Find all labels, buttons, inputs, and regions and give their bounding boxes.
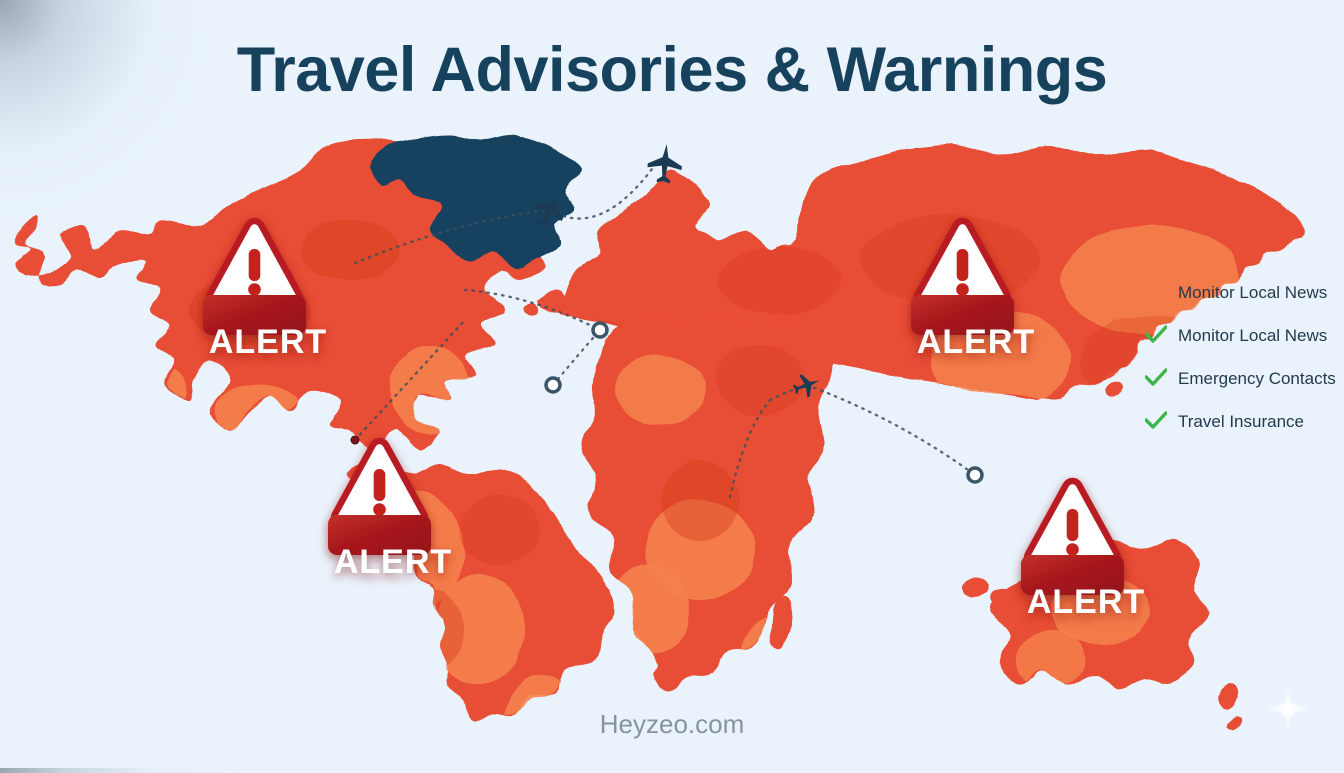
svg-text:ALERT: ALERT	[1027, 583, 1145, 621]
svg-text:ALERT: ALERT	[334, 543, 452, 581]
svg-text:ALERT: ALERT	[917, 323, 1035, 361]
svg-text:ALERT: ALERT	[209, 323, 327, 361]
